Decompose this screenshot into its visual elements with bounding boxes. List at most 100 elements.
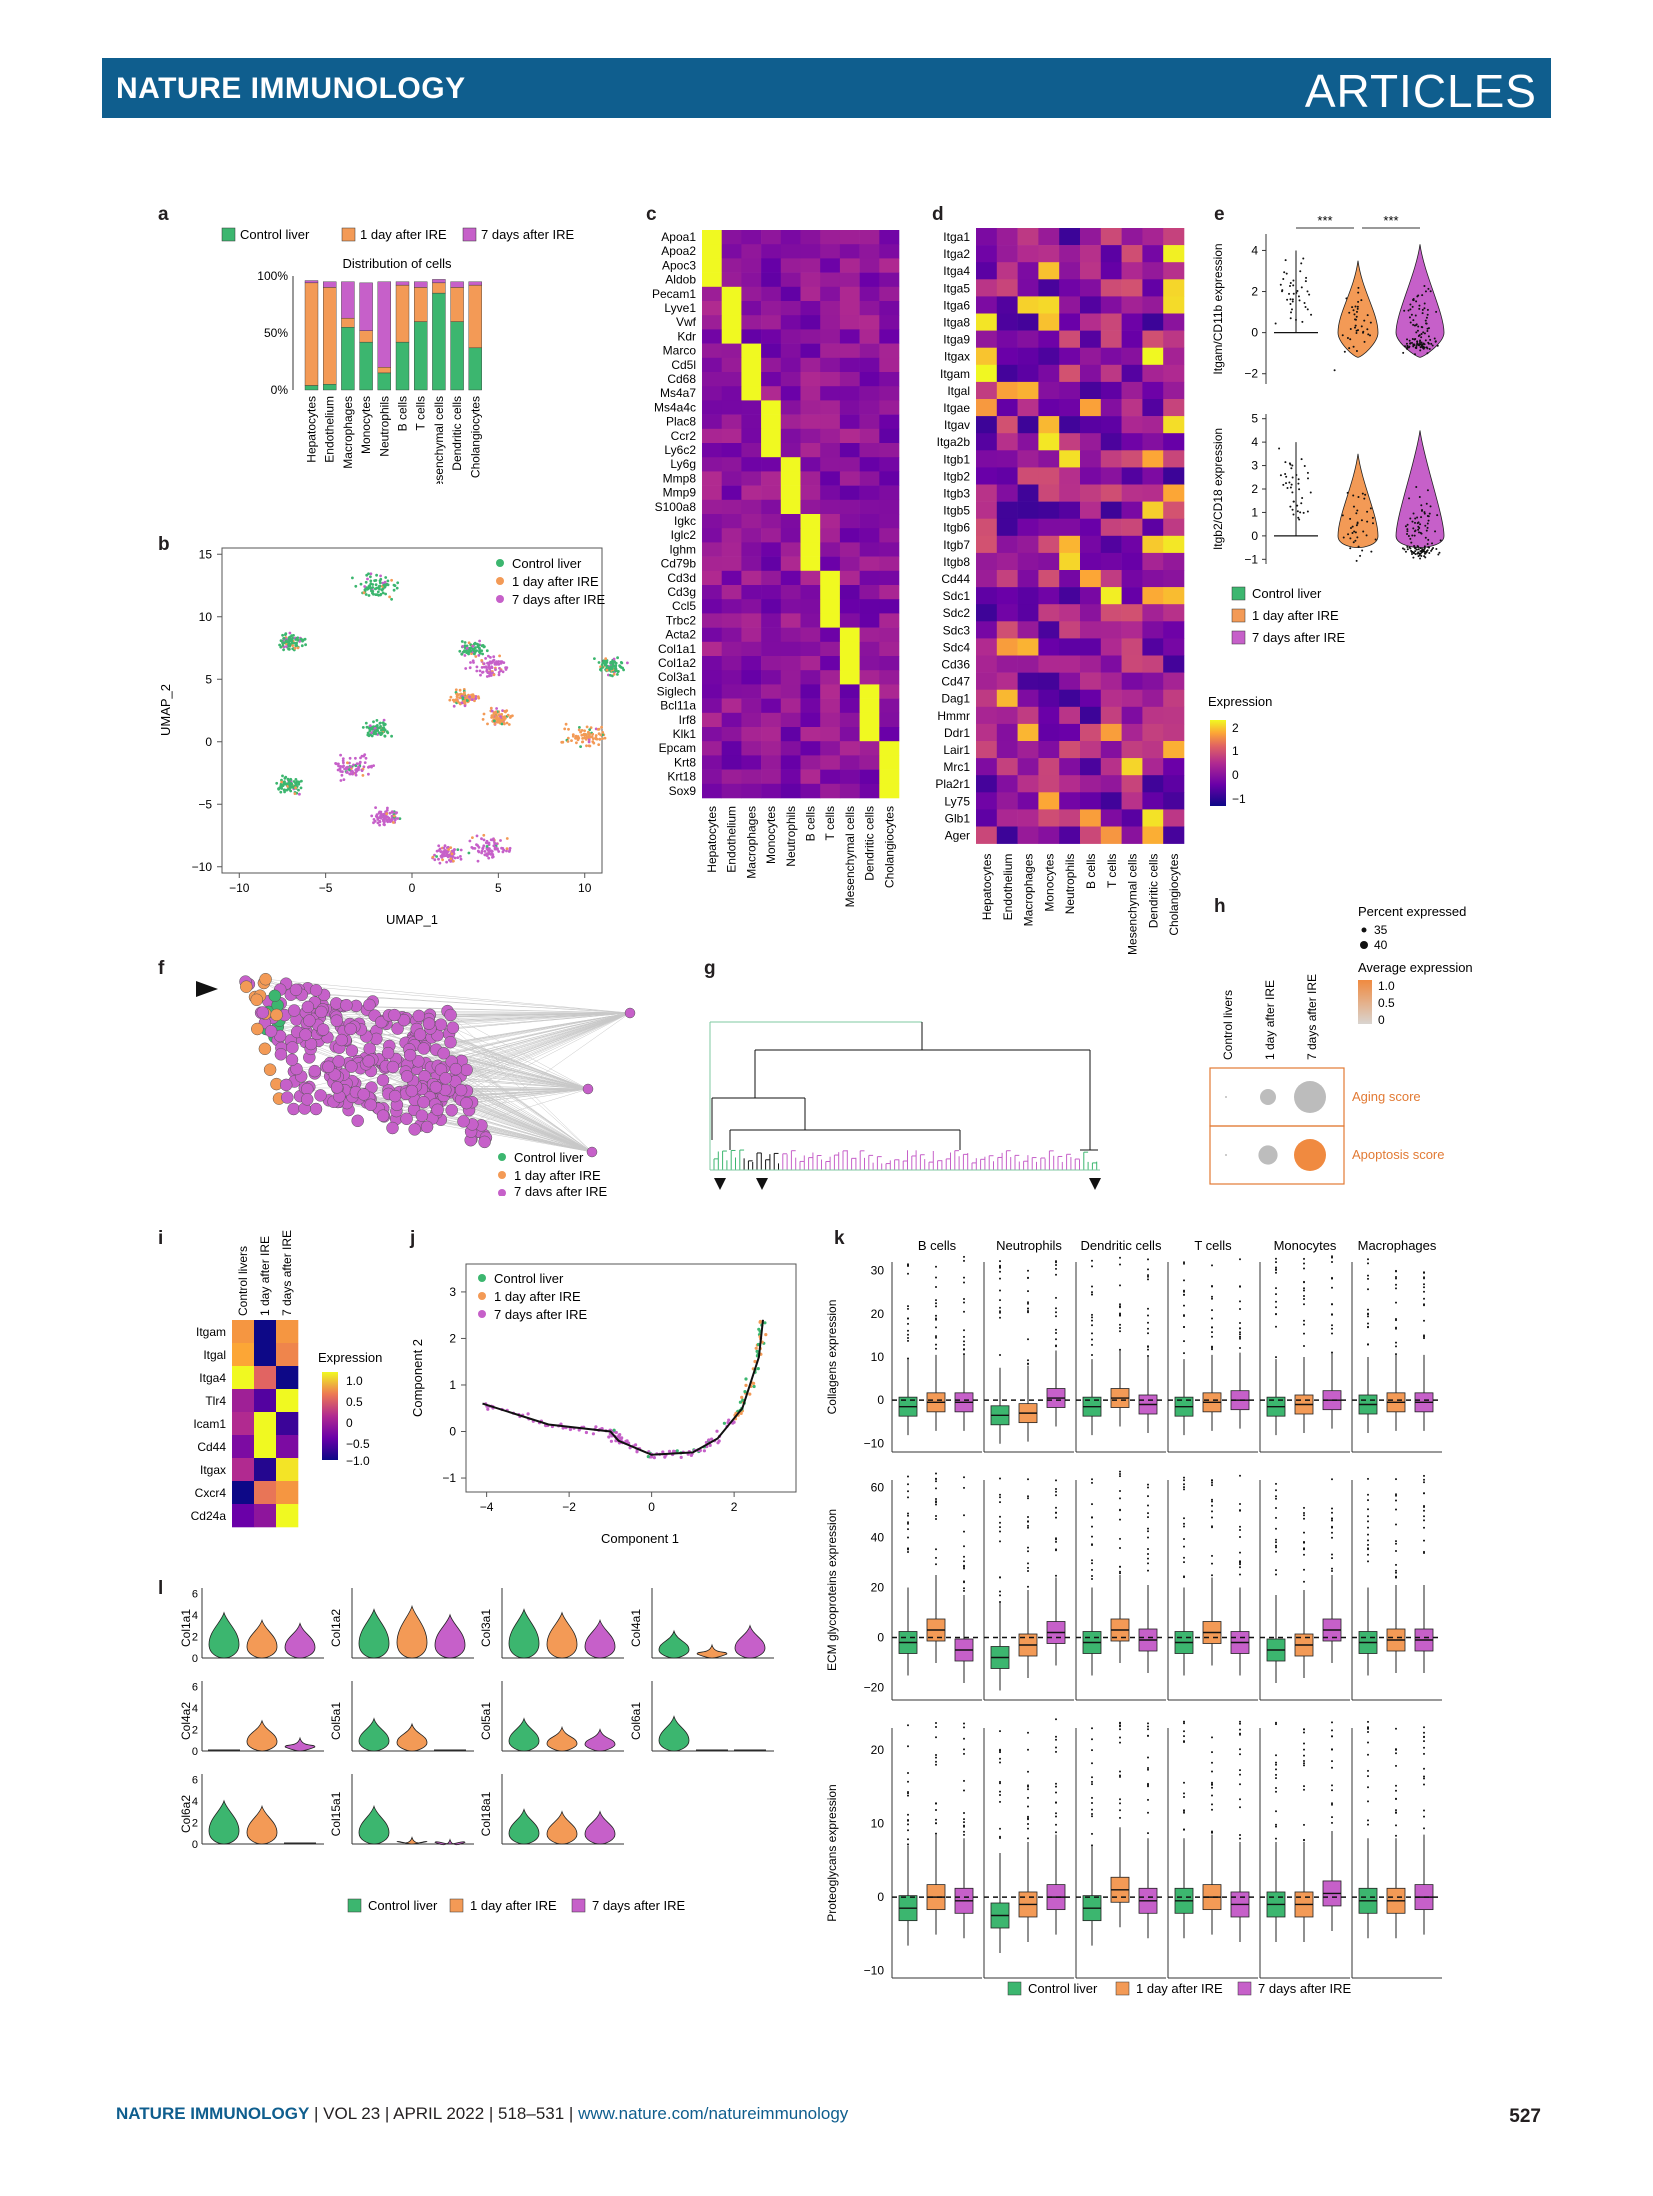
d-cell: [1163, 296, 1185, 314]
k-outlier: [1091, 1293, 1093, 1296]
k-outlier: [1395, 1748, 1397, 1751]
d-cell: [1163, 313, 1185, 331]
b-point: [294, 778, 298, 781]
b-point: [438, 861, 442, 865]
k-outlier: [1211, 1574, 1213, 1577]
c-cell: [859, 570, 880, 586]
footer-url[interactable]: www.nature.com/natureimmunology: [578, 2104, 849, 2123]
f-node: [316, 1023, 330, 1036]
b-point: [378, 587, 381, 591]
d-cell: [1142, 655, 1164, 673]
d-cell: [1100, 535, 1122, 554]
d-cell: [1080, 399, 1102, 417]
c-cell: [741, 570, 762, 586]
d-row-label: Itgb1: [943, 452, 970, 466]
b-point: [488, 672, 491, 675]
k-outlier: [1147, 1516, 1149, 1519]
k-outlier: [1275, 1550, 1277, 1553]
c-cell: [702, 769, 722, 785]
b-point: [473, 699, 476, 703]
d-cell: [1163, 741, 1185, 759]
b-point: [499, 839, 502, 842]
d-cell: [1163, 826, 1185, 844]
e-point: [1409, 308, 1412, 311]
k-outlier: [999, 1521, 1001, 1524]
d-row-label: Itgb2: [943, 469, 970, 483]
e-point: [1292, 279, 1295, 282]
b-point: [463, 641, 467, 644]
b-point: [435, 855, 438, 858]
k-outlier: [963, 1587, 965, 1590]
k-outlier: [1275, 1768, 1277, 1771]
d-cell: [1080, 621, 1102, 639]
d-cell: [1142, 535, 1164, 554]
k-outlier: [1119, 1741, 1121, 1744]
k-outlier: [1331, 1478, 1333, 1481]
c-cell: [761, 755, 782, 770]
e-point: [1357, 300, 1360, 303]
e-point: [1296, 290, 1299, 293]
l-violin: [284, 1736, 316, 1752]
k-outlier: [1303, 1541, 1305, 1544]
k-outlier: [935, 1302, 937, 1305]
e-point: [1415, 485, 1418, 488]
k-outlier: [1147, 1530, 1149, 1533]
d-cell: [1121, 706, 1143, 725]
l-violin: [508, 1717, 540, 1752]
d-cell: [1059, 501, 1081, 519]
b-point: [501, 850, 505, 854]
c-cell: [702, 485, 722, 501]
e-point: [1434, 530, 1437, 533]
e-point: [1434, 340, 1437, 343]
b-point: [377, 593, 380, 597]
panel-b-chart: Control liver 1 day after IRE 7 days aft…: [160, 547, 629, 927]
c-cell: [879, 230, 900, 245]
k-outlier: [963, 1818, 965, 1821]
b-point: [497, 850, 501, 853]
e-point: [1415, 347, 1418, 350]
k-outlier: [1423, 1506, 1425, 1508]
c-cell: [741, 272, 762, 288]
l-violin: [658, 1629, 690, 1659]
j-point: [756, 1367, 760, 1371]
d-col-label: Mesenchymal cells: [1126, 854, 1140, 955]
c-cell: [820, 570, 841, 586]
d-cell: [1017, 723, 1039, 742]
k-outlier: [999, 1316, 1001, 1319]
b-point: [370, 589, 373, 593]
f-node: [274, 1048, 288, 1061]
d-col-label: Macrophages: [1022, 854, 1036, 927]
c-cell: [800, 315, 821, 330]
f-edge: [452, 1012, 631, 1028]
b-point: [477, 846, 481, 849]
c-cell: [721, 286, 742, 302]
b-point: [294, 786, 297, 790]
k-outlier: [1423, 1337, 1425, 1340]
d-cell: [1080, 638, 1102, 656]
k-outlier: [1275, 1266, 1277, 1269]
j-xtick-label: −4: [480, 1500, 494, 1514]
b-point: [577, 736, 581, 740]
b-point: [293, 646, 297, 650]
j-point: [646, 1455, 650, 1459]
e-point: [1413, 534, 1416, 537]
k-ytick-label: 30: [871, 1264, 885, 1278]
k-outlier: [1055, 1267, 1057, 1270]
i-row-label: Cxcr4: [195, 1486, 227, 1500]
e-point: [1415, 300, 1418, 303]
i-cell: [232, 1320, 255, 1344]
c-cell: [702, 372, 722, 387]
panel-label-b: b: [158, 534, 170, 555]
j-point: [600, 1427, 604, 1431]
k-outlier: [1211, 1285, 1213, 1288]
panel-e-legend: Control liver 1 day after IRE 7 days aft…: [1231, 586, 1346, 645]
j-point: [609, 1439, 613, 1443]
b-point: [284, 782, 287, 786]
k-outlier: [1303, 1754, 1305, 1757]
e-point: [1436, 344, 1439, 347]
c-cell: [879, 769, 900, 785]
e-point: [1289, 285, 1292, 288]
k-outlier: [1275, 1721, 1277, 1724]
k-outlier: [1027, 1785, 1029, 1788]
d-cell: [1100, 347, 1122, 366]
